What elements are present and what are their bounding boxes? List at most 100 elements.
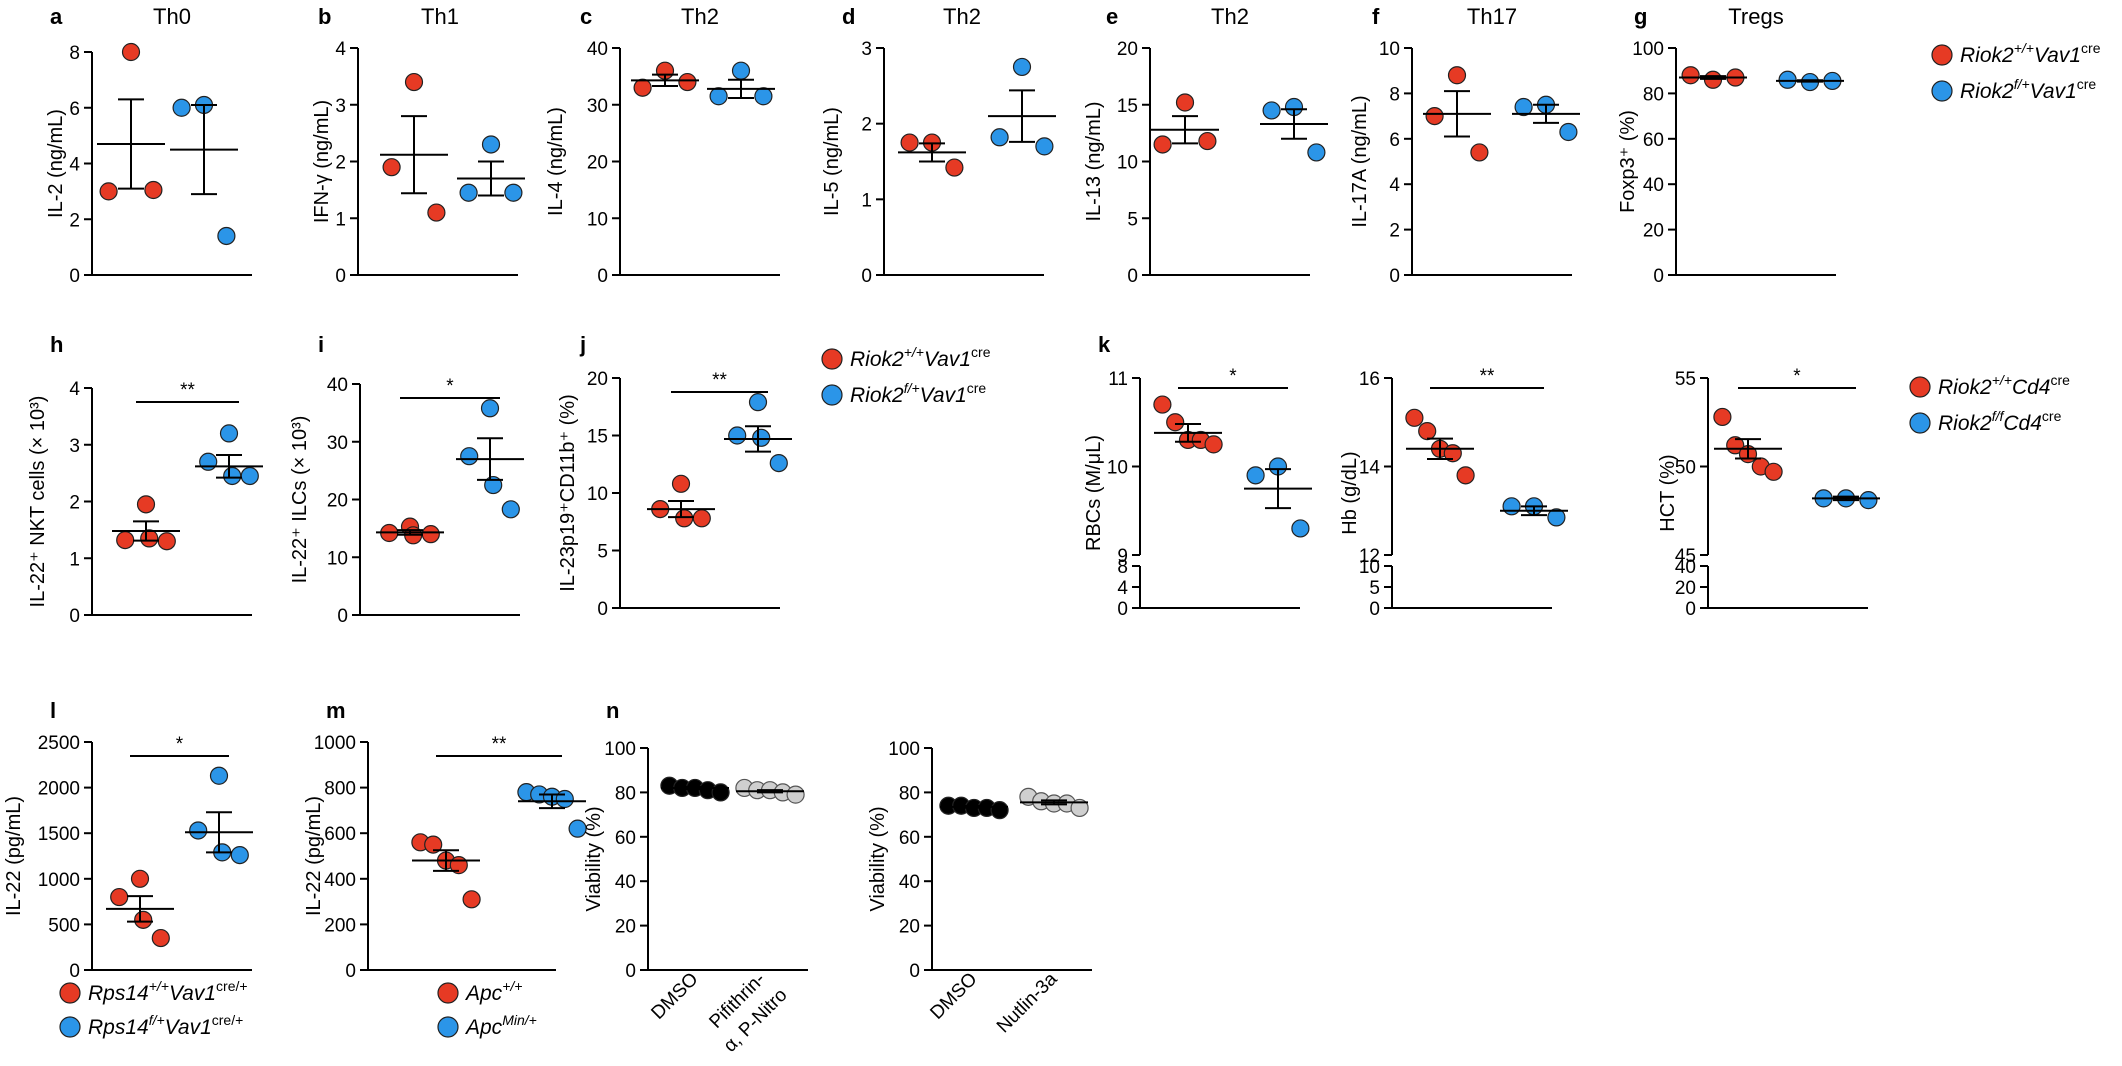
legend-label-sup1: f/+ xyxy=(149,1012,165,1028)
y-tick-label: 2 xyxy=(69,210,80,231)
y-axis-label: IL-22⁺ ILCs (× 10³) xyxy=(289,416,311,584)
series-ko xyxy=(1500,497,1568,527)
y-tick-label: 60 xyxy=(1643,130,1664,151)
legend-label-prefix: Riok2 xyxy=(1938,376,1992,399)
y-tick-label: 40 xyxy=(587,39,608,60)
y-tick-label: 4 xyxy=(1389,175,1400,196)
series-wt xyxy=(411,833,481,909)
panel-letter: b xyxy=(318,4,331,29)
legend-label-sup2: cre xyxy=(2042,408,2062,424)
significance-label: * xyxy=(176,734,184,755)
y-tick-label: 40 xyxy=(327,375,348,396)
data-point xyxy=(1198,131,1217,151)
data-point xyxy=(1175,93,1195,112)
data-point xyxy=(692,509,711,528)
y-tick-label: 1000 xyxy=(38,870,80,891)
y-tick-label: 2500 xyxy=(38,733,80,754)
legend-label: Riok2f/fCd4cre xyxy=(1938,408,2062,435)
chart-panel-i: i IL-22⁺ ILCs (× 10³) 0 10 20 30 40 * xyxy=(289,332,524,627)
data-point xyxy=(157,532,176,551)
data-point xyxy=(480,399,500,418)
data-point xyxy=(1713,407,1732,427)
x-category-label: DMSO xyxy=(647,969,702,1024)
legend-label: Apc+/+ xyxy=(464,978,522,1005)
series-ko xyxy=(1260,97,1328,162)
chart-panel-e: e Th2 IL-13 (ng/mL) 0 5 10 15 20 xyxy=(1083,4,1328,287)
y-tick-label: 15 xyxy=(1117,96,1138,117)
data-point xyxy=(900,133,919,152)
panel-title: Th17 xyxy=(1467,4,1517,29)
data-point xyxy=(678,72,697,92)
y-tick-label: 4 xyxy=(335,39,346,60)
y-tick-label: 8 xyxy=(1117,557,1128,578)
chart-panel-f: f Th17 IL-17A (ng/mL) 0 2 4 6 8 10 xyxy=(1349,4,1580,287)
y-tick-label: 0 xyxy=(69,266,80,287)
legend-label-gene: Vav1 xyxy=(2034,44,2081,67)
y-tick-label: 0 xyxy=(1127,266,1138,287)
y-axis-label: IL-13 (ng/mL) xyxy=(1083,101,1105,221)
legend-label-sup1: +/+ xyxy=(2014,40,2034,56)
series-ko xyxy=(1244,457,1312,538)
legend-marker xyxy=(821,348,843,370)
y-tick-label: 0 xyxy=(345,961,356,982)
y-tick-label: 0 xyxy=(1117,599,1128,620)
legend-label-gene: Vav1 xyxy=(169,982,216,1005)
y-tick-label: 60 xyxy=(615,828,636,849)
series-ko xyxy=(1812,489,1880,510)
y-axis-label: IL-23p19⁺CD11b⁺ (%) xyxy=(557,394,579,592)
legend-label: Rps14+/+Vav1cre/+ xyxy=(88,978,248,1005)
x-category-label: DMSO xyxy=(926,969,981,1024)
data-point xyxy=(728,426,747,445)
legend-label-prefix: Riok2 xyxy=(850,348,904,371)
legend-marker xyxy=(1909,412,1931,434)
series-wt xyxy=(106,869,174,948)
y-axis-label: IL-5 (ng/mL) xyxy=(821,107,843,216)
y-tick-label: 8 xyxy=(1389,84,1400,105)
legend-m: Apc+/+ApcMin/+ xyxy=(437,978,537,1039)
data-point xyxy=(1166,413,1185,432)
data-point xyxy=(240,466,259,486)
series-wt xyxy=(1153,395,1223,454)
data-point xyxy=(134,910,153,929)
series-ko xyxy=(724,393,792,473)
panel-letter: i xyxy=(318,332,324,357)
legend-marker xyxy=(1931,80,1953,102)
panel-title: Th2 xyxy=(681,4,719,29)
legend-label-prefix: Apc xyxy=(464,1016,503,1039)
legend-label-sup1: +/+ xyxy=(1992,372,2012,388)
legend-marker xyxy=(437,1016,459,1038)
series-wt xyxy=(1151,93,1219,154)
y-tick-label: 4 xyxy=(1117,578,1128,599)
y-tick-label: 4 xyxy=(69,379,80,400)
series-ko xyxy=(1512,95,1580,142)
legend-label-sup1: +/+ xyxy=(149,978,169,994)
significance-label: * xyxy=(1229,366,1237,387)
y-tick-label: 0 xyxy=(69,606,80,627)
legend-label: Riok2f/+Vav1cre xyxy=(1960,76,2096,103)
y-tick-label: 5 xyxy=(597,542,608,563)
data-point xyxy=(711,783,730,802)
data-point xyxy=(217,226,236,246)
data-point xyxy=(752,428,771,447)
significance-label: * xyxy=(446,376,454,397)
data-point xyxy=(1859,491,1878,510)
chart-panel-j: j IL-23p19⁺CD11b⁺ (%) 0 5 10 15 20 ** xyxy=(557,332,792,620)
chart-panel-k: k RBCs (M/μL) 9 10 11 048 * xyxy=(1083,332,1312,620)
y-tick-label: 600 xyxy=(324,824,356,845)
data-point xyxy=(555,789,574,809)
y-tick-label: 30 xyxy=(327,433,348,454)
data-point xyxy=(189,821,208,840)
series-ko xyxy=(170,95,238,246)
y-tick-label: 40 xyxy=(615,872,636,893)
legend-marker xyxy=(821,384,843,406)
legend-label-gene: Vav1 xyxy=(924,348,971,371)
data-point xyxy=(140,529,159,548)
data-point xyxy=(1681,66,1700,85)
panel-title: Th2 xyxy=(1211,4,1249,29)
y-tick-label: 100 xyxy=(604,739,636,760)
y-tick-label: 50 xyxy=(1675,458,1696,479)
y-tick-label: 0 xyxy=(337,606,348,627)
legend-label-sup2: cre/+ xyxy=(212,1012,244,1028)
